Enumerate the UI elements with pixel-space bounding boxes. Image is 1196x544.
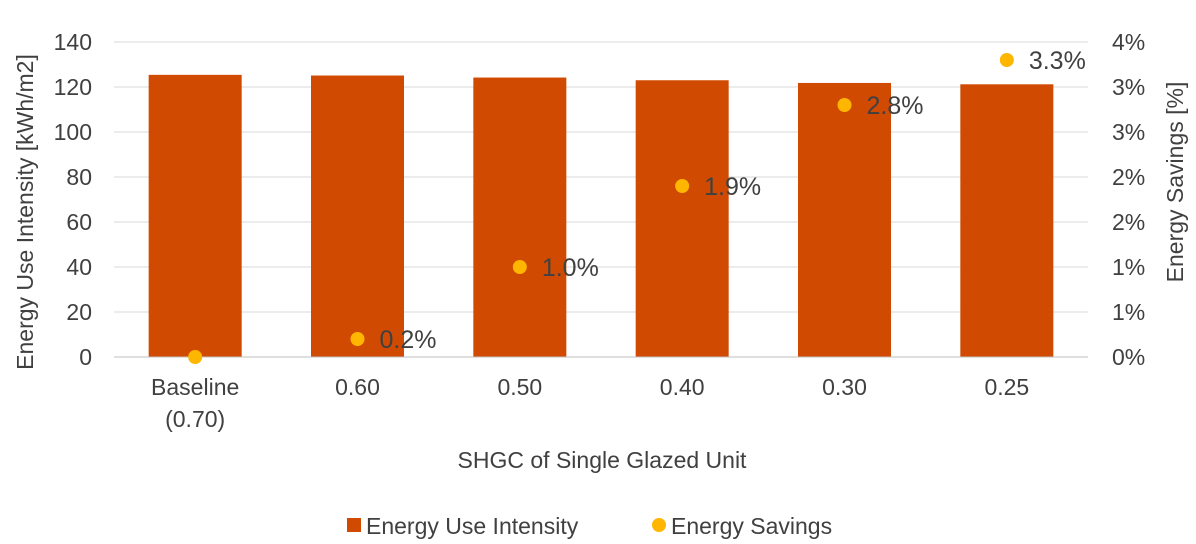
legend: Energy Use Intensity Energy Savings (347, 513, 832, 539)
y-tick-label: 40 (66, 254, 92, 280)
x-axis-title: SHGC of Single Glazed Unit (458, 447, 748, 473)
x-tick-label: 0.40 (660, 374, 705, 400)
data-label: 1.0% (542, 254, 599, 282)
legend-label-energy-savings: Energy Savings (671, 513, 832, 539)
left-axis-ticks: 0 20 40 60 80 100 120 140 (54, 29, 92, 370)
x-tick-label: 0.60 (335, 374, 380, 400)
data-point (512, 260, 527, 274)
data-point (675, 179, 690, 193)
data-label: 3.3% (1029, 47, 1086, 75)
x-tick-label: 0.25 (984, 374, 1029, 400)
x-tick-label: Baseline (151, 374, 239, 400)
y2-tick-label: 2% (1112, 164, 1145, 190)
x-tick-label: 0.50 (497, 374, 542, 400)
y-tick-label: 20 (66, 299, 92, 325)
y2-tick-label: 4% (1112, 29, 1145, 55)
data-point (188, 350, 203, 364)
point-series: 0.2% 1.0% 1.9% 2.8% 3.3% (188, 47, 1086, 364)
legend-swatch-energy-savings (652, 518, 666, 532)
data-label: 2.8% (867, 92, 924, 120)
data-point (837, 98, 852, 112)
bar (635, 80, 729, 357)
bar (473, 77, 567, 358)
bar (148, 74, 242, 357)
y2-tick-label: 1% (1112, 254, 1145, 280)
data-label: 1.9% (704, 173, 761, 201)
gridlines (114, 41, 1088, 358)
legend-label-energy-use-intensity: Energy Use Intensity (366, 513, 579, 539)
bar (798, 82, 891, 357)
data-point (999, 53, 1014, 67)
y-tick-label: 60 (66, 209, 92, 235)
data-point (350, 332, 365, 346)
y2-tick-label: 1% (1112, 299, 1145, 325)
y-tick-label: 0 (79, 344, 92, 370)
bar (311, 75, 404, 358)
y-tick-label: 140 (54, 29, 92, 55)
y2-tick-label: 3% (1112, 119, 1145, 145)
y2-tick-label: 2% (1112, 209, 1145, 235)
y-tick-label: 80 (66, 164, 92, 190)
data-label: 0.2% (380, 326, 437, 354)
y2-axis-title: Energy Savings [%] (1162, 82, 1188, 283)
y-tick-label: 120 (54, 74, 92, 100)
x-tick-label: 0.30 (822, 374, 867, 400)
x-axis-ticks: Baseline (0.70) 0.60 0.50 0.40 0.30 0.25 (151, 374, 1029, 432)
bar (960, 84, 1054, 358)
legend-swatch-energy-use-intensity (347, 518, 361, 532)
right-axis-ticks: 0% 1% 1% 2% 2% 3% 3% 4% (1112, 29, 1145, 370)
bar-series (114, 74, 1088, 358)
y2-tick-label: 3% (1112, 74, 1145, 100)
y-tick-label: 100 (54, 119, 92, 145)
y-axis-title: Energy Use Intensity [kWh/m2] (12, 54, 38, 370)
x-tick-label: (0.70) (165, 406, 225, 432)
y2-tick-label: 0% (1112, 344, 1145, 370)
